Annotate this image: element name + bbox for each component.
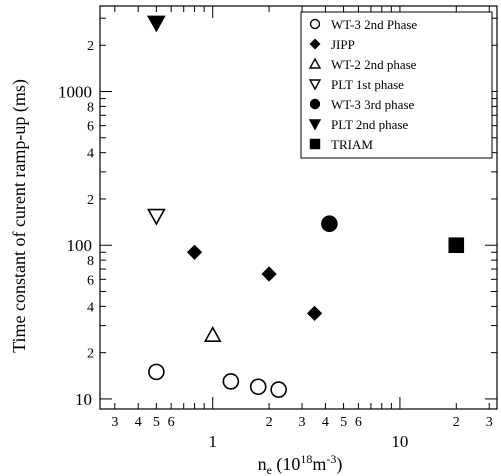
data-point-series-1 (261, 266, 277, 282)
data-points (146, 15, 465, 398)
data-point-series-3 (146, 208, 166, 226)
plot-frame (99, 5, 498, 410)
legend-marker (309, 98, 321, 110)
data-point-series-0 (222, 373, 240, 390)
legend-entry-label: TRIAM (331, 137, 373, 152)
y-minor-tick-label: 8 (87, 100, 94, 115)
x-minor-tick-label: 4 (135, 415, 142, 430)
legend-marker (309, 38, 321, 50)
legend-marker (308, 57, 322, 69)
legend-entry-label: PLT 2nd phase (331, 117, 409, 132)
y-tick-label: 100 (67, 236, 93, 255)
x-tick-label: 1 (208, 432, 217, 451)
y-minor-tick-label: 8 (87, 254, 94, 269)
x-axis-title: ne (1018m-3) (258, 452, 343, 476)
legend-entry-label: JIPP (331, 37, 355, 52)
x-minor-tick-label: 4 (322, 415, 329, 430)
legend: WT-3 2nd Phase JIPP WT-2 2nd phase PLT 1st … (300, 11, 493, 159)
x-minor-tick-label: 6 (168, 415, 175, 430)
data-point-series-1 (186, 244, 203, 260)
axes (99, 5, 498, 410)
y-minor-tick-label: 2 (87, 39, 94, 54)
legend-entry-label: PLT 1st phase (331, 77, 404, 92)
data-point-series-5 (146, 15, 166, 33)
x-axis-title-sup2: -3 (326, 452, 336, 466)
y-minor-tick-label: 4 (87, 147, 94, 162)
legend-entry-label: WT-3 2nd Phase (331, 17, 417, 32)
data-point-series-6 (448, 237, 465, 254)
x-minor-tick-label: 3 (111, 415, 118, 430)
y-minor-tick-label: 4 (87, 300, 94, 315)
x-minor-tick-label: 3 (486, 415, 493, 430)
x-minor-tick-label: 5 (153, 415, 160, 430)
legend-marker (309, 138, 321, 150)
x-axis-title-unit: m (312, 454, 326, 474)
legend-marker (308, 119, 322, 131)
x-axis-title-paren-open: (10 (272, 454, 301, 475)
legend-marker (309, 18, 321, 30)
legend-marker (308, 79, 322, 91)
x-tick-label: 10 (391, 432, 408, 451)
y-minor-tick-label: 6 (87, 273, 94, 288)
y-minor-tick-label: 6 (87, 120, 94, 135)
y-tick-label: 10 (75, 390, 92, 409)
legend-entry-label: WT-2 2nd phase (331, 57, 417, 72)
data-point-series-0 (270, 381, 287, 398)
x-minor-tick-label: 3 (299, 415, 306, 430)
x-axis-title-sub: e (267, 463, 272, 476)
y-axis-title: Time constant of curent ramp-up (ms) (9, 79, 30, 353)
x-axis-title-sup1: 18 (300, 452, 312, 466)
legend-box (300, 11, 493, 159)
x-minor-tick-label: 2 (266, 415, 273, 430)
x-axis-title-main: n (258, 454, 267, 474)
data-point-series-0 (249, 378, 267, 396)
data-point-series-2 (203, 325, 222, 342)
data-point-series-1 (306, 305, 323, 322)
y-tick-label: 1000 (58, 83, 92, 102)
data-point-series-0 (148, 363, 165, 381)
x-minor-tick-label: 5 (340, 415, 347, 430)
x-minor-tick-label: 2 (453, 415, 460, 430)
x-axis-title-paren-close: ) (336, 454, 342, 475)
legend-entry-label: WT-3 3rd phase (331, 97, 415, 112)
y-minor-tick-label: 2 (87, 347, 94, 362)
data-point-series-4 (321, 215, 338, 233)
y-minor-tick-label: 2 (87, 193, 94, 208)
x-minor-tick-label: 6 (355, 415, 362, 430)
